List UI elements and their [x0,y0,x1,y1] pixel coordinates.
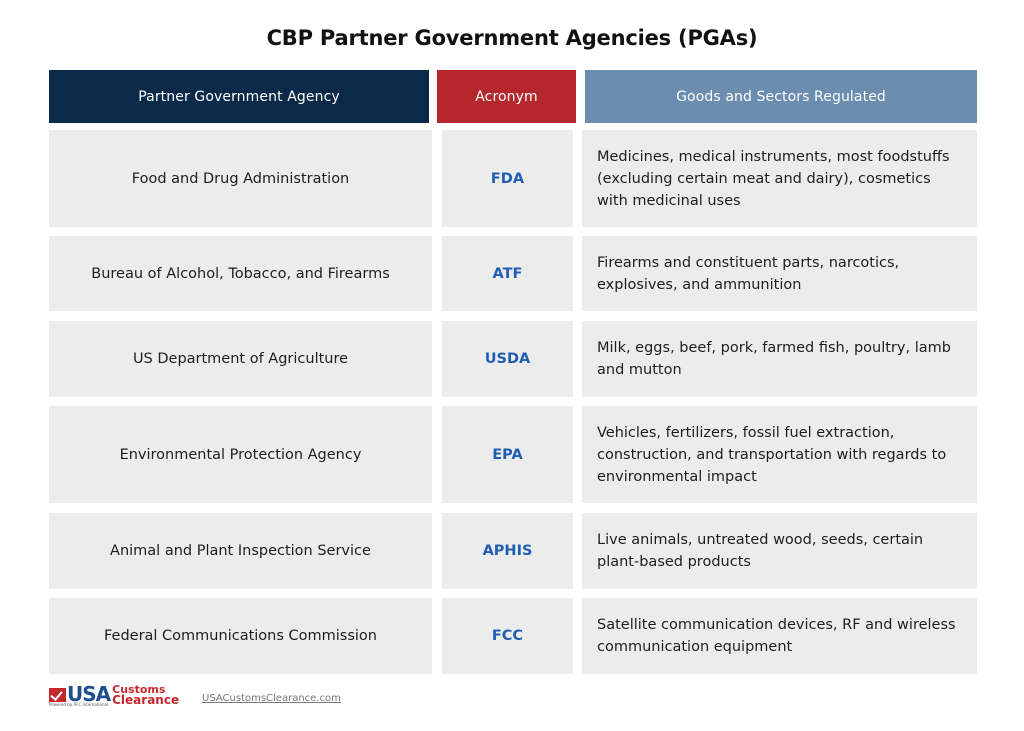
column-header-goods: Goods and Sectors Regulated [585,70,977,123]
table-cell-agency: Food and Drug Administration [49,130,432,227]
table-cell-agency: Environmental Protection Agency [49,406,432,503]
table-cell-goods: Satellite communication devices, RF and … [582,598,977,674]
goods-text: Medicines, medical instruments, most foo… [597,148,950,209]
logo-customs-text: Customs [112,683,166,696]
table-cell-agency: Animal and Plant Inspection Service [49,513,432,589]
table-cell-acronym: FCC [442,598,573,674]
goods-text: Vehicles, fertilizers, fossil fuel extra… [597,424,947,485]
goods-text: Live animals, untreated wood, seeds, cer… [597,532,924,570]
website-link[interactable]: USACustomsClearance.com [202,693,341,704]
logo-tagline: Powered by AFC International [49,702,109,707]
table-cell-agency: Bureau of Alcohol, Tobacco, and Firearms [49,236,432,311]
table-cell-acronym: FDA [442,130,573,227]
table-cell-agency: Federal Communications Commission [49,598,432,674]
table-cell-goods: Milk, eggs, beef, pork, farmed fish, pou… [582,321,977,397]
column-header-agency: Partner Government Agency [49,70,429,123]
usa-customs-clearance-logo[interactable]: USA Powered by AFC International Customs… [49,683,179,707]
table-cell-acronym: USDA [442,321,573,397]
table-cell-acronym: ATF [442,236,573,311]
table-cell-agency: US Department of Agriculture [49,321,432,397]
table-cell-goods: Vehicles, fertilizers, fossil fuel extra… [582,406,977,503]
table-cell-acronym: APHIS [442,513,573,589]
table-cell-acronym: EPA [442,406,573,503]
logo-usa-text: USA [67,682,111,706]
logo-clearance-text: Clearance [112,693,180,707]
table-cell-goods: Medicines, medical instruments, most foo… [582,130,977,227]
page-title: CBP Partner Government Agencies (PGAs) [266,26,758,50]
goods-text: Satellite communication devices, RF and … [597,617,956,655]
goods-text: Firearms and constituent parts, narcotic… [597,254,900,293]
table-cell-goods: Live animals, untreated wood, seeds, cer… [582,513,977,589]
goods-text: Milk, eggs, beef, pork, farmed fish, pou… [597,340,951,378]
checkmark-icon [49,688,66,702]
column-header-acronym: Acronym [437,70,576,123]
table-cell-goods: Firearms and constituent parts, narcotic… [582,236,977,311]
